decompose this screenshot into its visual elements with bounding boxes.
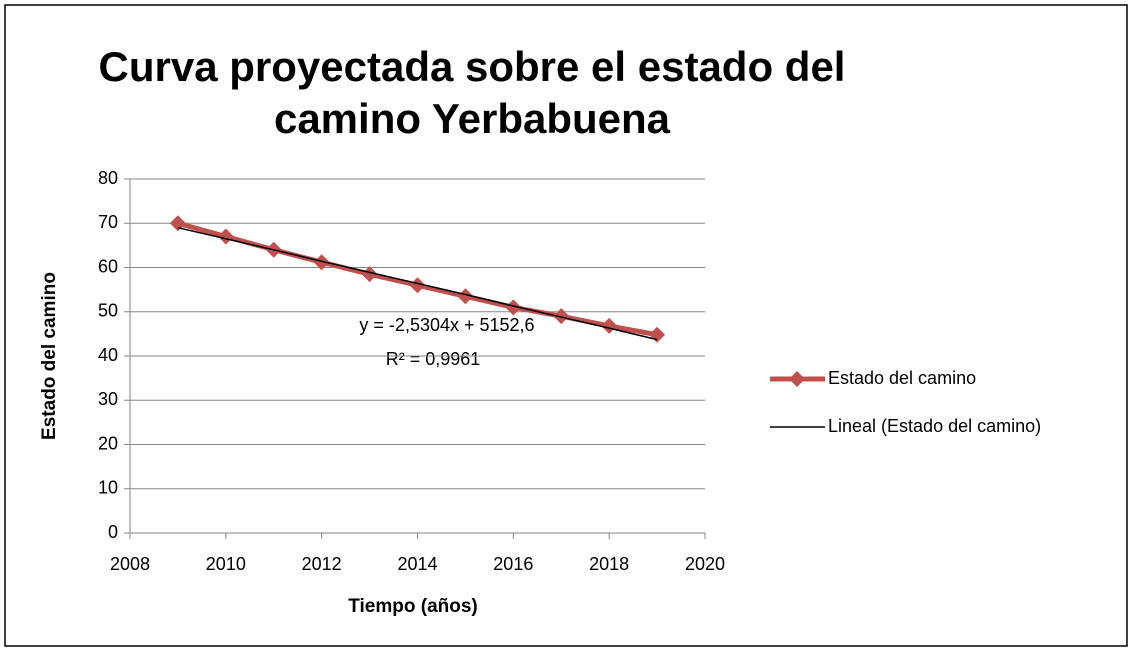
legend-label: Estado del camino [828, 368, 976, 388]
x-tick-label: 2010 [206, 554, 246, 574]
trend-line [177, 226, 658, 341]
x-tick-label: 2014 [397, 554, 437, 574]
x-axis-label: Tiempo (años) [348, 596, 478, 617]
marker [505, 299, 522, 316]
y-tick-label: 70 [98, 212, 118, 232]
y-tick-label: 50 [98, 301, 118, 321]
chart-title: Curva proyectada sobre el estado del [99, 43, 846, 90]
marker [601, 317, 618, 334]
chart-frame [4, 4, 1128, 647]
marker [409, 277, 426, 294]
x-tick-label: 2018 [589, 554, 629, 574]
y-axis-label: Estado del camino [39, 272, 60, 440]
y-tick-label: 40 [98, 345, 118, 365]
trend-equation: y = -2,5304x + 5152,6 [359, 315, 534, 335]
y-tick-label: 30 [98, 389, 118, 409]
y-tick-label: 0 [108, 522, 118, 542]
marker [457, 288, 474, 305]
marker [217, 228, 234, 245]
trend-r2: R² = 0,9961 [386, 349, 481, 369]
marker [169, 215, 186, 232]
y-tick-label: 80 [98, 168, 118, 188]
marker [361, 266, 378, 283]
y-tick-label: 60 [98, 256, 118, 276]
x-tick-label: 2012 [302, 554, 342, 574]
chart-title: camino Yerbabuena [274, 95, 671, 142]
x-tick-label: 2020 [685, 554, 725, 574]
marker [553, 308, 570, 325]
legend-label: Lineal (Estado del camino) [828, 416, 1041, 436]
marker [313, 254, 330, 271]
y-tick-label: 10 [98, 478, 118, 498]
y-tick-label: 20 [98, 433, 118, 453]
x-tick-label: 2008 [110, 554, 150, 574]
legend-marker [789, 371, 805, 387]
x-tick-label: 2016 [493, 554, 533, 574]
